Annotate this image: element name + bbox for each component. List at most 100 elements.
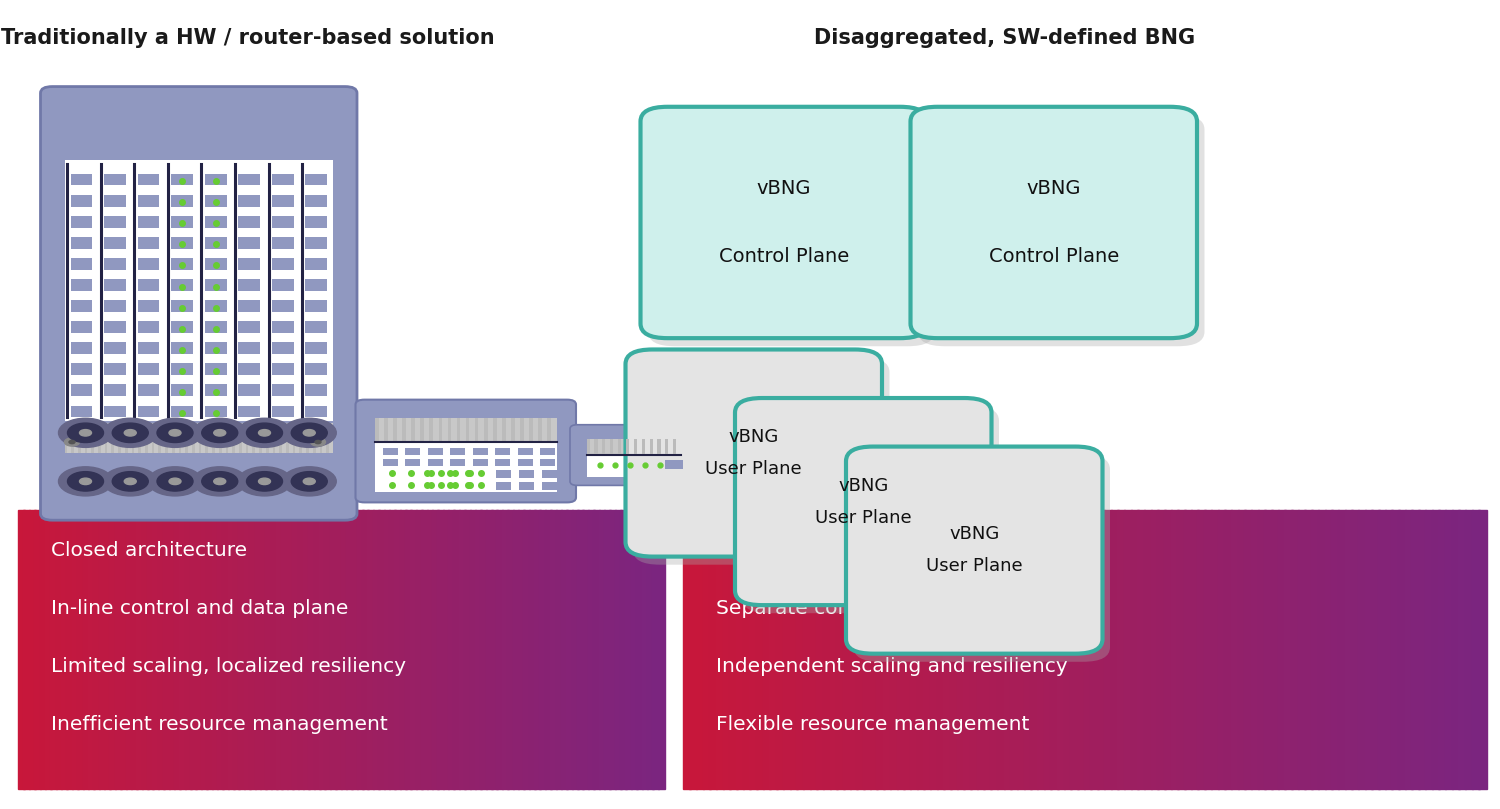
- Bar: [1257, 510, 1266, 789]
- Bar: [930, 510, 938, 789]
- Bar: [716, 510, 724, 789]
- Bar: [998, 510, 1005, 789]
- Circle shape: [68, 472, 104, 491]
- Bar: [297, 510, 304, 789]
- Bar: [238, 300, 260, 311]
- Bar: [238, 174, 260, 185]
- Bar: [70, 258, 93, 269]
- Bar: [206, 384, 226, 396]
- Bar: [447, 418, 452, 442]
- Circle shape: [201, 423, 237, 443]
- Bar: [171, 300, 194, 311]
- Bar: [448, 510, 454, 789]
- Bar: [427, 448, 442, 455]
- Bar: [314, 510, 321, 789]
- Bar: [884, 510, 891, 789]
- FancyBboxPatch shape: [846, 447, 1102, 654]
- Bar: [1210, 510, 1219, 789]
- Bar: [1392, 510, 1400, 789]
- Bar: [501, 510, 509, 789]
- Bar: [306, 300, 327, 311]
- Bar: [642, 439, 645, 454]
- Bar: [168, 510, 176, 789]
- Bar: [64, 423, 68, 453]
- Bar: [1050, 510, 1059, 789]
- Bar: [1164, 510, 1172, 789]
- Circle shape: [148, 418, 202, 447]
- Bar: [450, 459, 465, 466]
- Bar: [1158, 510, 1166, 789]
- Bar: [141, 510, 148, 789]
- Bar: [375, 418, 556, 442]
- Bar: [1150, 510, 1160, 789]
- Bar: [646, 510, 654, 789]
- Bar: [402, 418, 406, 442]
- Bar: [327, 423, 328, 453]
- Bar: [206, 405, 226, 417]
- FancyBboxPatch shape: [735, 398, 992, 605]
- Bar: [1044, 510, 1052, 789]
- Bar: [130, 510, 138, 789]
- Bar: [222, 510, 230, 789]
- Bar: [476, 418, 478, 442]
- Bar: [206, 363, 226, 375]
- Bar: [138, 237, 159, 248]
- Bar: [1137, 510, 1146, 789]
- Bar: [206, 321, 226, 332]
- Bar: [195, 510, 202, 789]
- Bar: [459, 510, 465, 789]
- Bar: [776, 510, 784, 789]
- Bar: [272, 237, 294, 248]
- Bar: [292, 423, 296, 453]
- Circle shape: [246, 472, 282, 491]
- Bar: [260, 423, 262, 453]
- Bar: [362, 510, 369, 789]
- Text: Open flexible architecture: Open flexible architecture: [716, 541, 978, 560]
- Bar: [944, 510, 951, 789]
- Bar: [93, 510, 100, 789]
- Circle shape: [112, 472, 148, 491]
- Bar: [217, 510, 223, 789]
- Circle shape: [315, 440, 321, 443]
- Bar: [1077, 510, 1084, 789]
- Text: Traditionally a HW / router-based solution: Traditionally a HW / router-based soluti…: [0, 28, 495, 49]
- Bar: [723, 510, 730, 789]
- Bar: [104, 321, 126, 332]
- Bar: [378, 510, 386, 789]
- Bar: [114, 510, 122, 789]
- Bar: [309, 510, 315, 789]
- Bar: [1238, 510, 1245, 789]
- Bar: [1378, 510, 1386, 789]
- Bar: [201, 510, 207, 789]
- Circle shape: [237, 467, 291, 496]
- Bar: [422, 510, 428, 789]
- Bar: [375, 418, 378, 442]
- Bar: [586, 433, 681, 438]
- Bar: [178, 423, 182, 453]
- Bar: [64, 423, 333, 453]
- Bar: [592, 510, 600, 789]
- Bar: [272, 363, 294, 375]
- Bar: [351, 510, 358, 789]
- Bar: [1064, 510, 1072, 789]
- Bar: [518, 459, 532, 466]
- Bar: [542, 482, 556, 490]
- Bar: [1358, 510, 1366, 789]
- Bar: [306, 384, 327, 396]
- Bar: [306, 405, 327, 417]
- Bar: [1224, 510, 1233, 789]
- Bar: [180, 510, 186, 789]
- Bar: [186, 423, 188, 453]
- Bar: [544, 510, 552, 789]
- Bar: [84, 423, 87, 453]
- Bar: [630, 510, 638, 789]
- Bar: [174, 510, 180, 789]
- Bar: [650, 439, 652, 454]
- Bar: [657, 439, 660, 454]
- Text: vBNG

Control Plane: vBNG Control Plane: [988, 179, 1119, 266]
- Bar: [171, 258, 194, 269]
- Bar: [276, 510, 284, 789]
- Circle shape: [192, 418, 246, 447]
- Bar: [476, 510, 482, 789]
- Bar: [206, 342, 226, 354]
